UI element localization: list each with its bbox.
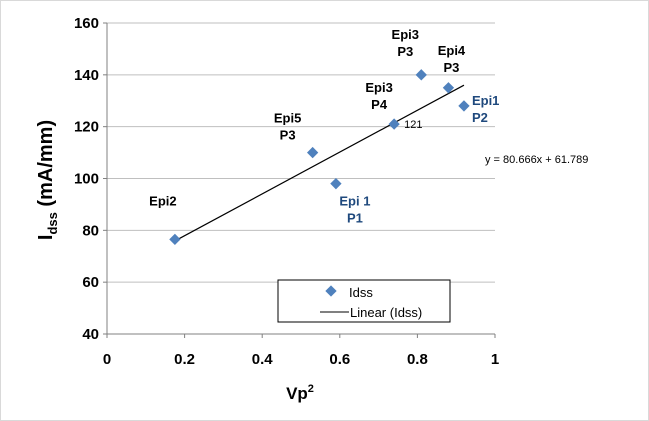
y-tick-label-120: 120 — [74, 119, 99, 136]
point-label-0-0: Epi2 — [149, 193, 176, 208]
x-axis-title: Vp2 — [286, 383, 314, 403]
y-axis-title-unit: (mA/mm) — [35, 120, 57, 212]
x-tick-label-4: 0.8 — [407, 351, 428, 368]
legend-marker-icon — [325, 285, 337, 297]
y-axis-title-main: I — [35, 235, 57, 241]
data-point-1 — [306, 146, 319, 159]
trendline-layer — [174, 84, 465, 242]
legend-entry-idss: Idss — [349, 285, 373, 300]
point-label-1-1: P3 — [280, 128, 296, 143]
y-tick-label-160: 160 — [74, 15, 99, 32]
x-tick-label-3: 0.6 — [329, 351, 350, 368]
x-tick-label-0: 0 — [103, 351, 111, 368]
point-label-4-1: P3 — [397, 44, 413, 59]
y-axis-title: Idss (mA/mm) — [35, 120, 60, 240]
point-label-1-0: Epi5 — [274, 111, 301, 126]
axes: 40 60 80 100 120 140 160 0 0.2 0.4 0.6 0.8 1 — [74, 15, 499, 368]
point-label-6-0: Epi1 — [472, 93, 499, 108]
x-tick-label-2: 0.4 — [252, 351, 274, 368]
point-label-3-0: Epi3 — [365, 80, 392, 95]
y-tick-label-40: 40 — [82, 326, 99, 343]
trendline — [174, 84, 465, 242]
data-point-0 — [169, 233, 181, 246]
legend: Idss Linear (Idss) — [277, 279, 451, 323]
y-tick-label-60: 60 — [82, 274, 99, 291]
x-axis-title-main: Vp — [286, 384, 308, 403]
trendline-equation: y = 80.666x + 61.789 — [485, 154, 588, 166]
y-tick-label-140: 140 — [74, 67, 99, 84]
x-tick-label-5: 1 — [491, 351, 499, 368]
x-axis-title-sup: 2 — [308, 383, 314, 395]
point-label-4-0: Epi3 — [392, 27, 419, 42]
legend-entry-linear: Linear (Idss) — [350, 305, 422, 320]
y-axis-title-sub: dss — [45, 212, 60, 234]
point-label-3-1: P4 — [371, 97, 388, 112]
y-tick-label-80: 80 — [82, 222, 99, 239]
y-tick-label-100: 100 — [74, 171, 99, 188]
point-label-2-0: Epi 1 — [339, 194, 370, 209]
point-label-6-1: P2 — [472, 110, 488, 125]
point-value-label-3: 121 — [404, 119, 422, 131]
data-point-2 — [330, 178, 342, 190]
point-label-5-1: P3 — [443, 60, 459, 75]
point-labels: Epi2 Epi5 P3 Epi 1 P1 Epi3 P4 121 Epi3 P3 Epi4 P3 Ep… — [149, 27, 499, 226]
legend-box — [277, 279, 451, 323]
point-label-5-0: Epi4 — [438, 43, 466, 58]
point-label-2-1: P1 — [347, 211, 363, 226]
x-tick-label-1: 0.2 — [174, 351, 195, 368]
